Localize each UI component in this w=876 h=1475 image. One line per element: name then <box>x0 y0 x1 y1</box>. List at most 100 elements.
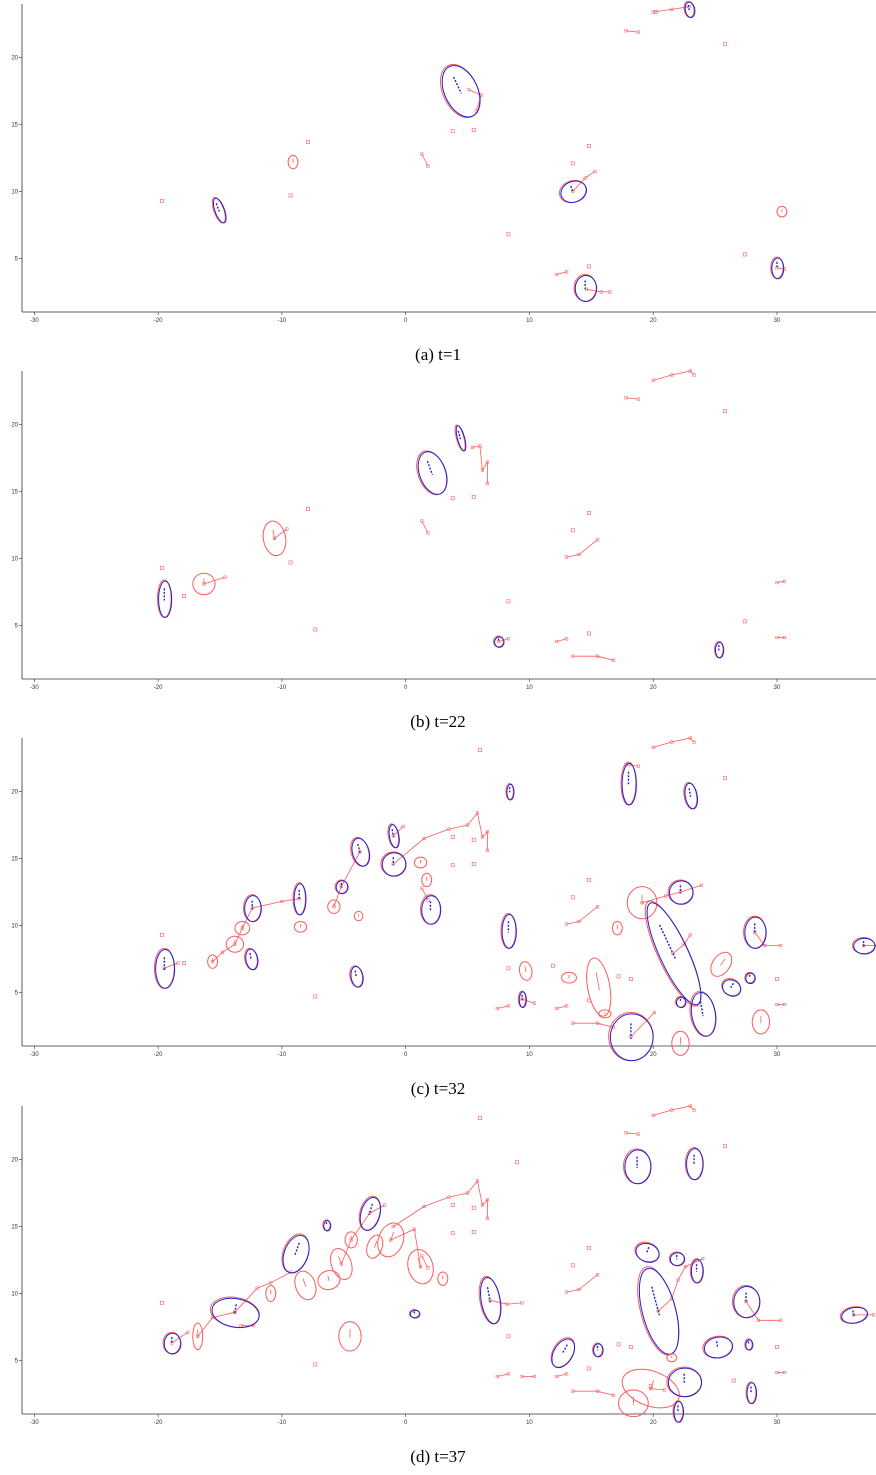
orientation-line <box>368 1203 373 1215</box>
orientation-line <box>688 788 692 798</box>
detection-marker <box>506 599 511 604</box>
detection-marker <box>629 977 633 981</box>
detection-marker <box>629 1345 633 1349</box>
track-line <box>572 171 596 192</box>
x-tick-label: 20 <box>650 685 657 691</box>
truth-ellipse <box>501 914 517 949</box>
track-line <box>197 1311 235 1337</box>
estimate-ellipse <box>294 1270 317 1301</box>
track-line <box>653 6 690 13</box>
orientation-line <box>215 203 220 212</box>
y-tick-label: 5 <box>15 1358 19 1364</box>
truth-ellipse <box>686 1148 704 1181</box>
detection-marker <box>731 1378 736 1383</box>
truth-ellipse <box>690 1259 704 1284</box>
track-point <box>664 894 668 898</box>
track-line <box>566 906 598 925</box>
orientation-line <box>272 529 276 541</box>
truth-ellipse <box>359 1196 382 1231</box>
track-line <box>754 931 781 946</box>
track-point <box>420 886 424 890</box>
detection-marker <box>515 1160 519 1165</box>
x-tick-label: 30 <box>774 1420 781 1426</box>
detection-marker <box>288 560 293 565</box>
track-point <box>662 1388 666 1392</box>
truth-ellipse <box>494 636 505 648</box>
detection-marker <box>506 232 511 237</box>
track-point <box>565 1290 569 1294</box>
estimate-ellipse <box>265 1284 277 1303</box>
detection-marker <box>182 594 187 598</box>
track-point <box>485 848 489 853</box>
orientation-line <box>595 972 600 991</box>
truth-ellipse <box>212 197 227 224</box>
detection-marker <box>450 129 455 134</box>
orientation-line <box>524 966 527 972</box>
detection-marker <box>742 252 747 257</box>
track-point <box>651 378 655 382</box>
x-tick-label: 0 <box>404 318 408 324</box>
track-point <box>862 944 866 948</box>
detection-marker <box>159 1300 164 1305</box>
estimate-ellipse <box>618 1389 649 1418</box>
track-point <box>670 373 674 377</box>
y-tick-label: 15 <box>11 490 18 496</box>
estimate-ellipse <box>413 856 428 869</box>
caption-c: (c) t=32 <box>411 1079 465 1098</box>
track-point <box>447 1195 451 1199</box>
track-line <box>421 1255 429 1269</box>
track-point <box>852 1313 856 1317</box>
track-point <box>636 30 640 34</box>
x-tick-label: 20 <box>650 1052 657 1058</box>
truth-ellipse <box>551 1338 576 1369</box>
estimate-ellipse <box>421 872 433 888</box>
y-tick-label: 20 <box>11 1158 18 1164</box>
track-line <box>745 1301 781 1321</box>
track-point <box>389 1238 393 1242</box>
truth-ellipse <box>721 979 742 997</box>
track-line <box>421 887 429 901</box>
estimate-ellipse <box>626 886 658 920</box>
track-point <box>475 1179 480 1183</box>
track-point <box>599 290 603 294</box>
estimate-ellipse <box>338 1321 362 1352</box>
truth-ellipse <box>388 824 400 849</box>
track-point <box>223 575 227 579</box>
estimate-ellipse <box>671 1030 690 1056</box>
track-point <box>358 850 362 854</box>
truth-ellipse <box>635 1242 660 1263</box>
track-point <box>426 1266 430 1270</box>
track-point <box>612 658 616 662</box>
track-point <box>670 7 674 11</box>
track-point <box>480 468 484 472</box>
track-point <box>676 1278 680 1282</box>
orientation-line <box>720 958 726 966</box>
track-point <box>692 373 696 377</box>
orientation-line <box>426 460 434 476</box>
track-point <box>571 1021 575 1025</box>
detection-marker <box>586 631 591 636</box>
x-tick-label: -30 <box>30 1420 39 1426</box>
track-point <box>756 1318 760 1322</box>
track-point <box>412 1227 416 1231</box>
truth-ellipse <box>163 1332 182 1355</box>
detection-marker <box>506 1334 511 1339</box>
track-point <box>555 272 559 277</box>
truth-ellipse <box>667 1367 703 1398</box>
detection-marker <box>775 1345 779 1349</box>
orientation-line <box>457 430 462 440</box>
truth-ellipse <box>421 895 442 925</box>
estimate-ellipse <box>666 1353 678 1363</box>
track-point <box>688 369 692 373</box>
truth-ellipse <box>673 1401 685 1423</box>
x-tick-label: 10 <box>526 1420 533 1426</box>
track-point <box>779 944 783 948</box>
track-line <box>556 1005 567 1009</box>
detection-marker <box>450 1203 455 1207</box>
detection-marker <box>288 193 293 198</box>
x-tick-label: -30 <box>30 318 39 324</box>
truth-ellipse <box>480 1277 502 1325</box>
track-point <box>871 1313 876 1317</box>
track-point <box>495 1374 499 1379</box>
track-point <box>595 654 600 658</box>
